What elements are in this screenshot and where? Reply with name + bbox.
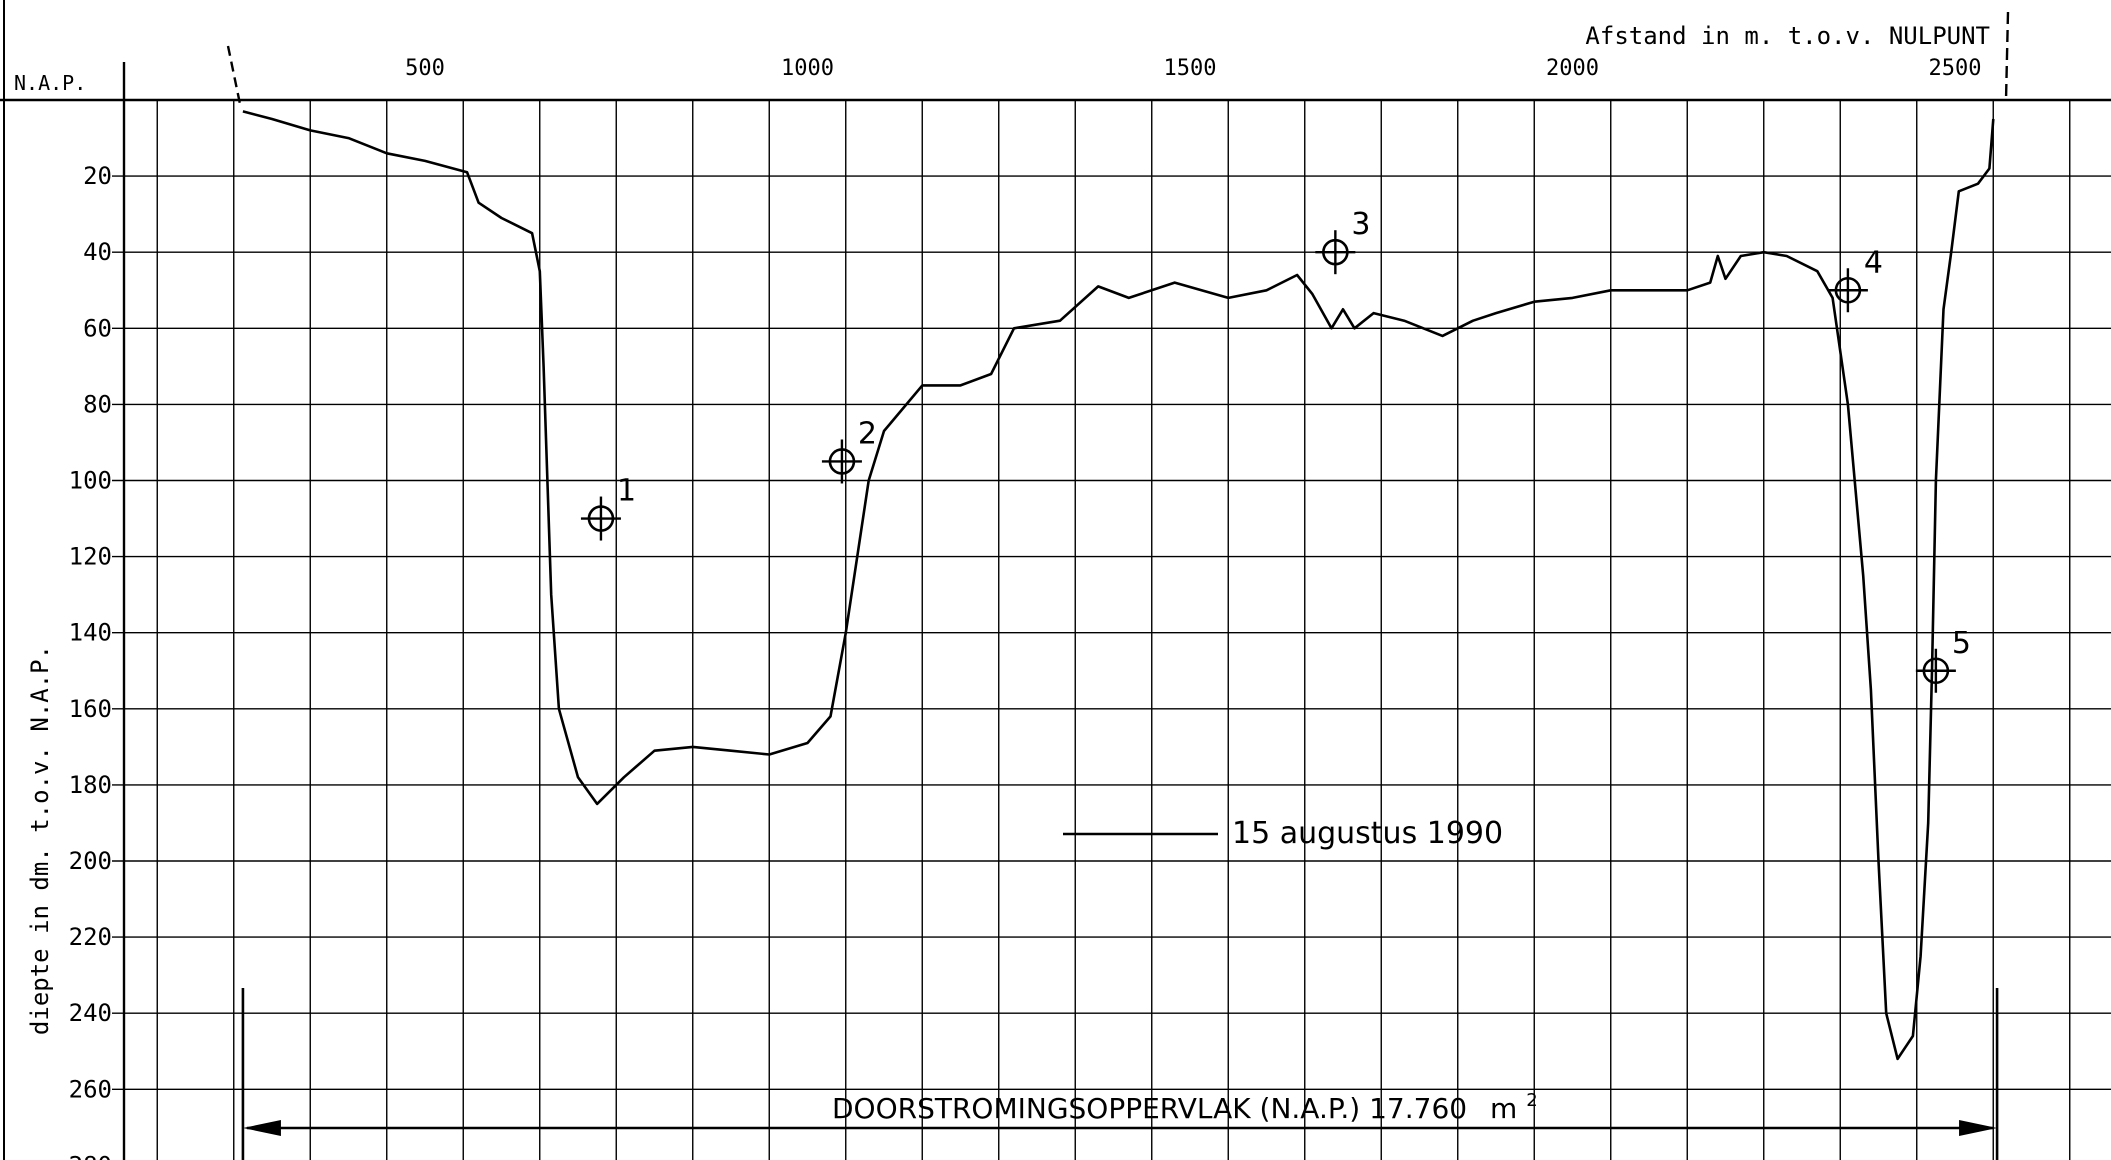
y-tick-label: 160 xyxy=(69,695,112,723)
series-group xyxy=(242,110,1995,1061)
area-annotation: DOORSTROMINGSOPPERVLAK (N.A.P.) 17.760 m… xyxy=(241,988,1999,1160)
y-tick-label: 200 xyxy=(69,847,112,875)
measurement-marker-icon: 3 xyxy=(1315,207,1370,275)
area-unit: m xyxy=(1490,1092,1517,1125)
x-tick-label: 2000 xyxy=(1546,56,1599,81)
measurement-label: 2 xyxy=(858,416,877,451)
measurement-label: 1 xyxy=(617,474,636,509)
arrowhead-right-icon xyxy=(1959,1120,1998,1136)
y-tick-label: 80 xyxy=(83,390,112,418)
y-tick-label: 100 xyxy=(69,467,112,495)
measurement-marker-icon: 4 xyxy=(1827,245,1883,313)
measurement-label: 4 xyxy=(1864,245,1883,280)
grid xyxy=(112,100,2111,1160)
measurement-points: 1 2 3 4 5 xyxy=(580,207,1971,693)
y-tick-label: 240 xyxy=(69,999,112,1027)
y-tick-label: 280 xyxy=(69,1151,112,1160)
y-tick-label: 180 xyxy=(69,771,112,799)
y-axis-label: diepte in dm. t.o.v. N.A.P. xyxy=(26,645,54,1035)
x-axis-label: Afstand in m. t.o.v. NULPUNT xyxy=(1585,22,1990,50)
y-tick-labels: 20 40 60 80 100 120 140 160 180 200 220 240 260 280 xyxy=(69,162,112,1160)
area-annotation-text: DOORSTROMINGSOPPERVLAK (N.A.P.) 17.760 m… xyxy=(832,1090,1538,1125)
reference-level-label: N.A.P. xyxy=(14,71,86,95)
x-tick-labels: 500 1000 1500 2000 2500 xyxy=(405,56,1981,81)
legend-label: 15 augustus 1990 xyxy=(1232,816,1503,851)
left-boundary-dash xyxy=(226,45,242,105)
y-tick-label: 260 xyxy=(69,1075,112,1103)
measurement-label: 5 xyxy=(1952,626,1971,661)
x-tick-label: 1000 xyxy=(781,56,834,81)
y-tick-label: 20 xyxy=(83,162,112,190)
y-tick-label: 120 xyxy=(69,543,112,571)
measurement-marker-icon: 2 xyxy=(821,416,877,484)
profile-line xyxy=(242,110,1995,1061)
x-tick-label: 1500 xyxy=(1164,56,1217,81)
arrowhead-left-icon xyxy=(242,1120,281,1136)
area-value: DOORSTROMINGSOPPERVLAK (N.A.P.) 17.760 xyxy=(832,1092,1467,1125)
y-tick-label: 60 xyxy=(83,314,112,342)
area-unit-superscript: 2 xyxy=(1526,1090,1537,1111)
legend: 15 augustus 1990 xyxy=(1063,816,1503,851)
x-tick-label: 500 xyxy=(405,56,445,81)
y-tick-label: 220 xyxy=(69,923,112,951)
right-boundary-dash xyxy=(2004,11,2010,101)
measurement-marker-icon: 1 xyxy=(580,474,636,541)
measurement-marker-icon: 5 xyxy=(1915,626,1971,693)
y-tick-label: 40 xyxy=(83,238,112,266)
measurement-label: 3 xyxy=(1351,207,1370,242)
y-tick-label: 140 xyxy=(69,619,112,647)
x-tick-label: 2500 xyxy=(1929,56,1982,81)
